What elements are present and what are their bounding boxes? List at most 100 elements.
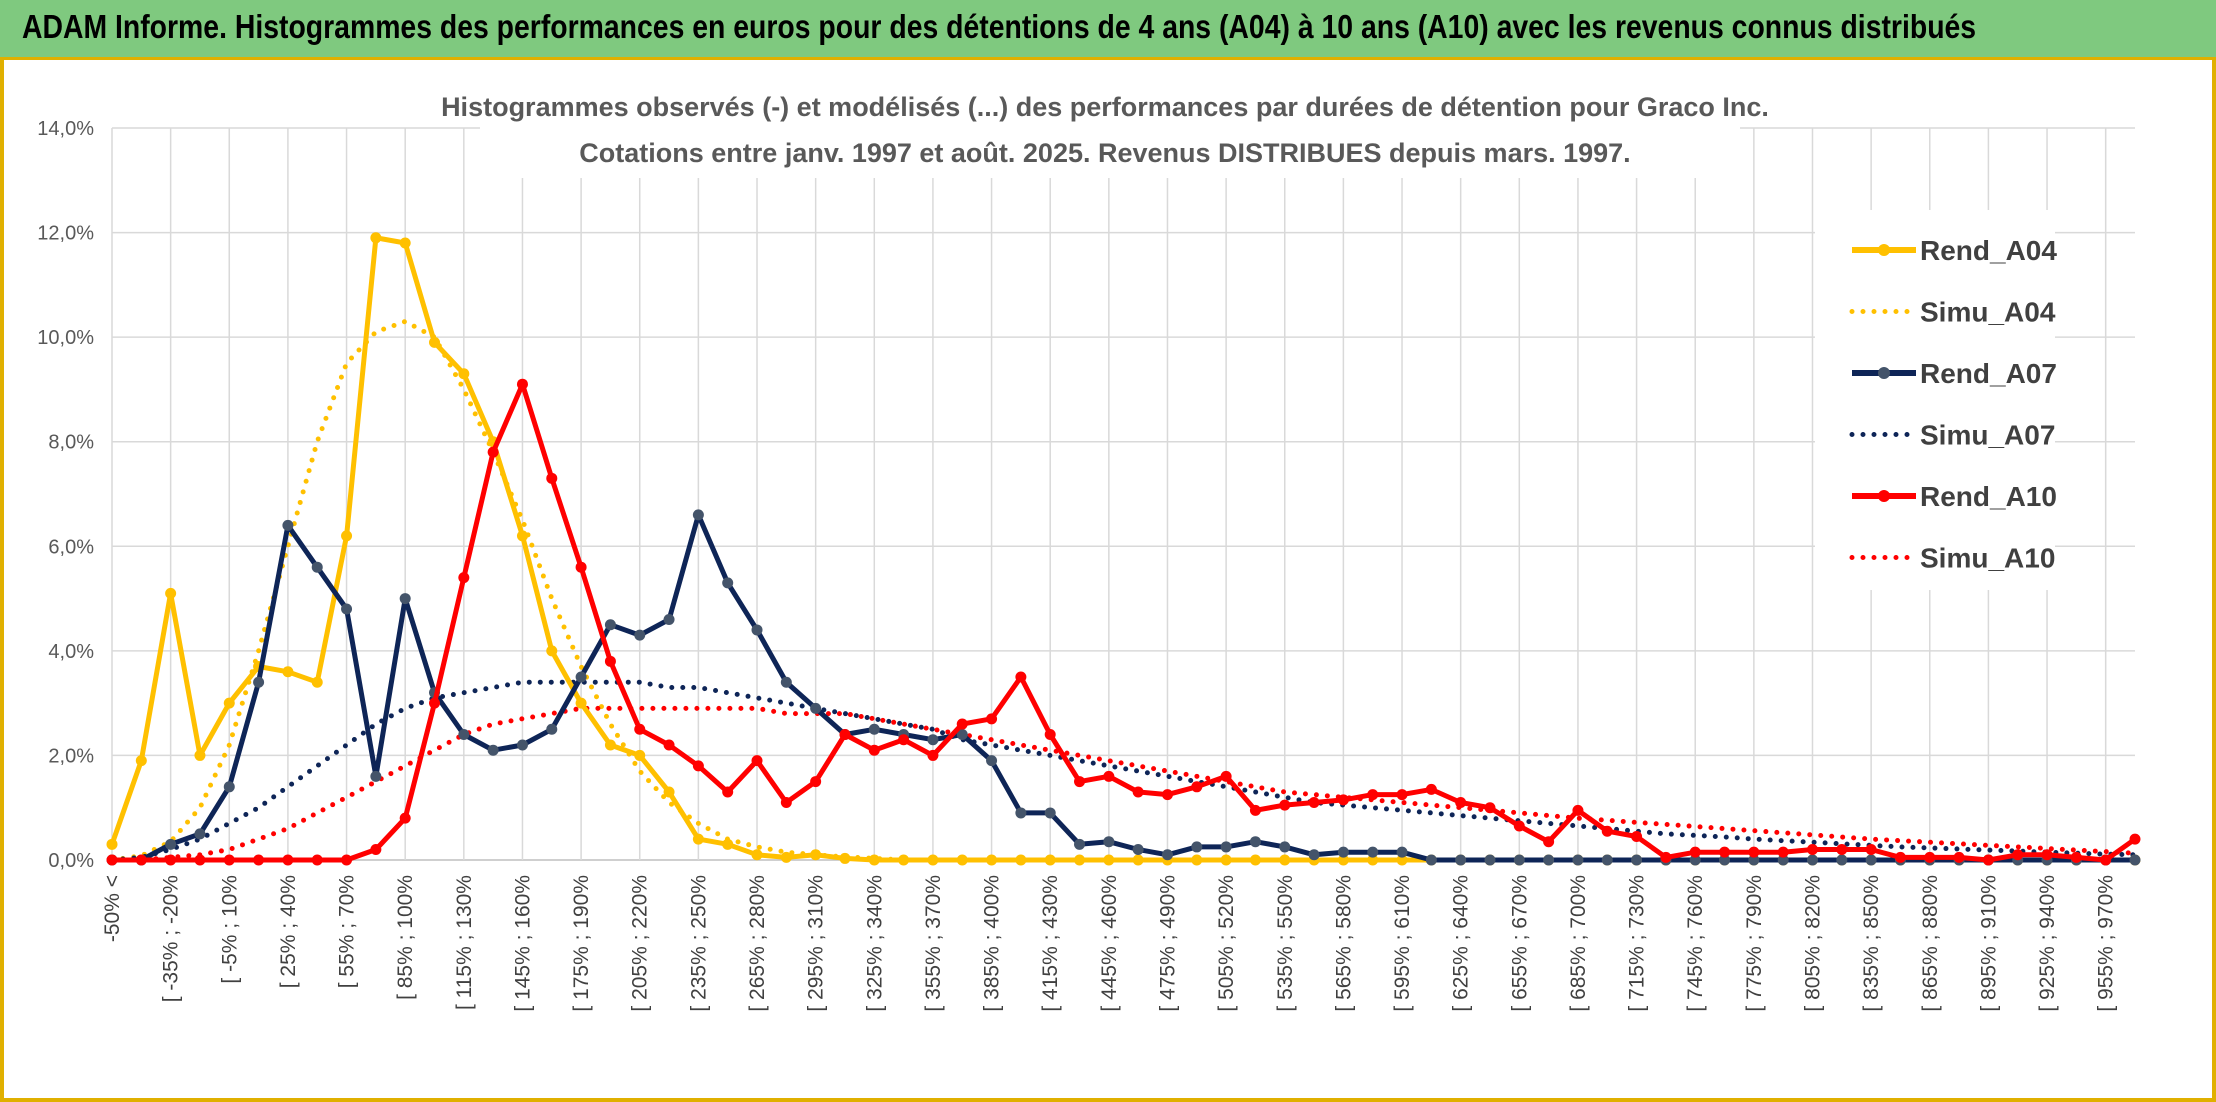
x-tick-label: [ 385% ; 400% [981,875,1004,1012]
x-tick-label: [ 475% ; 490% [1156,875,1179,1012]
data-point-rend_a04 [1015,854,1027,866]
data-point-rend_a10 [1191,781,1203,793]
data-point-rend_a04 [663,786,675,798]
data-point-rend_a07 [1337,846,1349,858]
data-point-rend_a07 [956,729,968,741]
chart-title-line-1: Histogrammes observés (-) et modélisés (… [441,92,1769,122]
data-point-rend_a07 [458,729,470,741]
data-point-rend_a04 [1103,854,1115,866]
y-tick-label: 10,0% [37,327,94,349]
data-point-rend_a07 [1513,854,1525,866]
data-point-rend_a10 [956,718,968,730]
data-point-rend_a10 [194,854,206,866]
data-point-rend_a07 [780,676,792,688]
data-point-rend_a10 [223,854,235,866]
y-tick-label: 2,0% [48,745,94,767]
data-point-rend_a10 [1924,851,1936,863]
x-tick-label: [ 925% ; 940% [2036,875,2059,1012]
data-point-rend_a07 [1836,854,1848,866]
data-point-rend_a10 [458,572,470,584]
data-point-rend_a10 [1689,846,1701,858]
data-point-rend_a10 [165,854,177,866]
data-point-rend_a10 [692,760,704,772]
data-point-rend_a10 [546,472,558,484]
data-point-rend_a07 [223,781,235,793]
data-point-rend_a10 [1074,776,1086,788]
data-point-rend_a07 [927,734,939,746]
x-tick-label: [ 415% ; 430% [1039,875,1062,1012]
report-title: ADAM Informe. Histogrammes des performan… [22,8,1977,45]
data-point-rend_a10 [429,697,441,709]
data-point-rend_a07 [1748,854,1760,866]
data-point-rend_a07 [751,624,763,636]
data-point-rend_a10 [1836,844,1848,856]
data-point-rend_a10 [1425,783,1437,795]
data-point-rend_a04 [311,676,323,688]
data-point-rend_a07 [311,561,323,573]
data-point-rend_a04 [1191,854,1203,866]
legend-marker [1878,367,1890,379]
data-point-rend_a10 [1777,846,1789,858]
data-point-rend_a07 [692,509,704,521]
data-point-rend_a07 [487,744,499,756]
x-tick-label: [ 85% ; 100% [394,875,417,1000]
data-point-rend_a10 [253,854,265,866]
series-line-rend_a10 [112,381,2137,863]
data-point-rend_a04 [223,697,235,709]
data-point-rend_a07 [1249,836,1261,848]
data-point-rend_a10 [2129,833,2141,845]
data-point-rend_a07 [1543,854,1555,866]
x-tick-label: [ 655% ; 670% [1508,875,1531,1012]
y-tick-label: 6,0% [48,536,94,558]
data-point-rend_a07 [810,702,822,714]
x-tick-label: [ 505% ; 520% [1215,875,1238,1012]
data-point-rend_a07 [194,828,206,840]
data-point-rend_a07 [634,629,646,641]
data-point-rend_a10 [810,776,822,788]
x-axis-ticks: -50% < [ -35% ; -20% [ -5% ; 10% [ 25% ; 40… [101,875,2118,1012]
data-point-rend_a04 [810,849,822,861]
data-point-rend_a10 [1484,802,1496,814]
data-point-rend_a04 [1396,854,1408,866]
data-point-rend_a04 [634,749,646,761]
series-line-rend_a07 [112,512,2135,863]
data-point-rend_a10 [1806,844,1818,856]
x-tick-label: [ 745% ; 760% [1684,875,1707,1012]
data-point-rend_a04 [839,852,851,864]
data-point-rend_a10 [341,854,353,866]
x-tick-label: [ 805% ; 820% [1801,875,1824,1012]
data-point-rend_a04 [341,530,353,542]
x-tick-label: [ 835% ; 850% [1860,875,1883,1012]
data-point-rend_a10 [1279,799,1291,811]
data-point-rend_a07 [1191,841,1203,853]
data-point-rend_a07 [663,613,675,625]
x-tick-label: [ 145% ; 160% [511,875,534,1012]
data-point-rend_a04 [282,666,294,678]
data-point-rend_a10 [839,729,851,741]
data-point-rend_a04 [516,530,528,542]
x-tick-label: [ 445% ; 460% [1098,875,1121,1012]
data-point-rend_a04 [1044,854,1056,866]
data-point-rend_a07 [341,603,353,615]
data-point-rend_a10 [1103,770,1115,782]
data-point-rend_a07 [604,619,616,631]
data-point-rend_a07 [1044,807,1056,819]
data-point-rend_a07 [1132,844,1144,856]
data-point-rend_a10 [399,812,411,824]
data-point-rend_a10 [1337,794,1349,806]
y-tick-label: 8,0% [48,432,94,454]
data-point-rend_a07 [1455,854,1467,866]
x-tick-label: [ 205% ; 220% [629,875,652,1012]
data-point-rend_a07 [1161,849,1173,861]
chart-series [106,232,2141,866]
x-tick-label: [ 535% ; 550% [1274,875,1297,1012]
data-point-rend_a04 [751,849,763,861]
data-point-rend_a10 [1513,820,1525,832]
data-point-rend_a07 [1396,846,1408,858]
y-tick-label: 12,0% [37,223,94,245]
data-point-rend_a04 [135,755,147,767]
data-point-rend_a10 [1894,851,1906,863]
x-tick-label: [ 25% ; 40% [277,875,300,988]
data-point-rend_a07 [1777,854,1789,866]
